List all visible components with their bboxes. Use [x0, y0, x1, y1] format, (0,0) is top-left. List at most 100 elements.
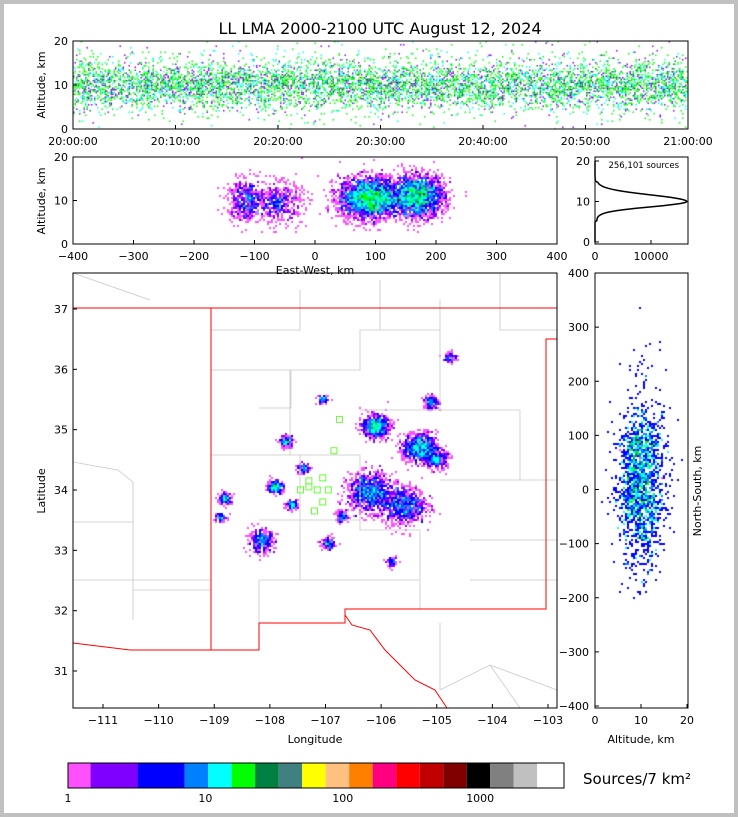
county-border: [72, 461, 134, 483]
county-border: [211, 280, 381, 331]
map-x-tick-label: −111: [88, 714, 118, 727]
map-x-tick-label: −106: [366, 714, 396, 727]
plan-view-density: [73, 273, 557, 708]
ew-x-tick-label: −200: [179, 250, 209, 263]
ew-x-tick-label: 400: [547, 250, 568, 263]
colorbar-swatch: [396, 763, 420, 788]
county-border: [439, 300, 557, 481]
ns-y-tick-label: −300: [559, 646, 589, 659]
ns-y-tick-label: −400: [559, 700, 589, 713]
ew-x-tick-label: −300: [118, 250, 148, 263]
ns-ylabel: North-South, km: [691, 446, 704, 537]
hist-y-tick-label: 20: [576, 155, 590, 168]
colorbar-swatch: [231, 763, 256, 788]
colorbar-swatch: [513, 763, 538, 788]
county-border: [211, 369, 420, 531]
map-borders: [72, 272, 558, 709]
ew-x-tick-label: 0: [312, 250, 319, 263]
colorbar-label: Sources/7 km²: [583, 770, 691, 788]
colorbar-swatch: [349, 763, 373, 788]
colorbar-swatch: [537, 763, 561, 788]
ew-x-tick-label: 100: [365, 250, 386, 263]
top-x-tick-label: 20:20:00: [253, 135, 302, 148]
ew-y-tick-label: 0: [61, 238, 68, 251]
county-border: [360, 409, 557, 581]
ns-y-tick-label: 200: [568, 375, 589, 388]
map-ylabel: Latitude: [35, 468, 48, 514]
ns-y-tick-label: 300: [568, 321, 589, 334]
altitude-histogram-curve: [594, 161, 689, 242]
top-y-tick-label: 20: [54, 35, 68, 48]
lma-station-marker: [335, 415, 343, 423]
map-x-tick-label: −105: [422, 714, 452, 727]
lma-station-marker: [330, 447, 338, 455]
map-panel-frame: [72, 272, 558, 709]
colorbar-swatch: [372, 763, 397, 788]
colorbar-swatch: [90, 763, 138, 788]
lma-station-marker: [310, 507, 318, 515]
colorbar-swatch: [255, 763, 279, 788]
hist-panel-frame: [594, 156, 689, 245]
map-y-tick-label: 31: [54, 665, 68, 678]
lma-station-marker: [305, 477, 313, 485]
ew-altitude-density: [73, 157, 557, 244]
colorbar-tick-label: 100: [332, 792, 353, 805]
colorbar-tick-label: 1000: [466, 792, 494, 805]
county-border: [132, 482, 211, 620]
top-x-tick-label: 20:10:00: [151, 135, 200, 148]
top-panel-frame: [72, 40, 689, 130]
colorbar-swatch: [419, 763, 444, 788]
hist-x-tick-label: 10000: [634, 250, 669, 263]
colorbar-tick-label: 10: [198, 792, 212, 805]
ew-x-tick-label: −100: [239, 250, 269, 263]
map-x-tick-label: −103: [533, 714, 563, 727]
map-xlabel: Longitude: [288, 733, 343, 746]
map-y-tick-label: 34: [54, 484, 68, 497]
colorbar: 1 10 100 1000: [65, 762, 565, 805]
ns-x-tick-label: 20: [680, 714, 694, 727]
county-border: [259, 455, 421, 609]
ew-y-tick-label: 20: [54, 151, 68, 164]
hist-y-tick-label: 10: [576, 196, 590, 209]
lma-station-marker: [313, 486, 321, 494]
ew-panel-frame: [72, 156, 558, 245]
colorbar-frame: [67, 762, 565, 789]
county-border: [211, 454, 360, 623]
ew-ylabel: Altitude, km: [35, 167, 48, 234]
ns-x-tick-label: 10: [634, 714, 648, 727]
ew-x-tick-label: 300: [486, 250, 507, 263]
top-ylabel: Altitude, km: [35, 51, 48, 118]
lma-station-marker: [324, 486, 332, 494]
map-x-tick-label: −108: [255, 714, 285, 727]
map-x-tick-label: −104: [477, 714, 507, 727]
county-border: [259, 329, 440, 409]
lma-station-marker: [319, 474, 327, 482]
ns-y-tick-label: 0: [582, 484, 589, 497]
colorbar-swatch: [466, 763, 491, 788]
map-x-tick-label: −110: [144, 714, 174, 727]
map-y-tick-label: 37: [54, 303, 68, 316]
ew-x-tick-label: −400: [58, 250, 88, 263]
colorbar-swatch: [68, 763, 91, 788]
map-x-tick-label: −109: [199, 714, 229, 727]
county-border: [72, 272, 557, 331]
axes: 20:00:00 20:10:00 20:20:00 20:30:00 20:40:00…: [48, 35, 712, 727]
ew-x-tick-label: 200: [426, 250, 447, 263]
colorbar-swatch: [490, 763, 514, 788]
ns-altitude-density: [595, 273, 688, 708]
state-border: [72, 307, 557, 651]
ns-y-tick-label: 400: [568, 267, 589, 280]
map-y-tick-label: 35: [54, 424, 68, 437]
colorbar-swatch: [184, 763, 209, 788]
colorbar-swatch: [278, 763, 303, 788]
map-y-tick-label: 33: [54, 544, 68, 557]
ns-y-tick-label: 100: [568, 429, 589, 442]
top-x-tick-label: 20:40:00: [458, 135, 507, 148]
map-y-tick-label: 32: [54, 605, 68, 618]
top-x-tick-label: 20:50:00: [561, 135, 610, 148]
county-border: [439, 623, 558, 709]
colorbar-swatch: [325, 763, 350, 788]
figure-title: LL LMA 2000-2100 UTC August 12, 2024: [218, 19, 541, 38]
